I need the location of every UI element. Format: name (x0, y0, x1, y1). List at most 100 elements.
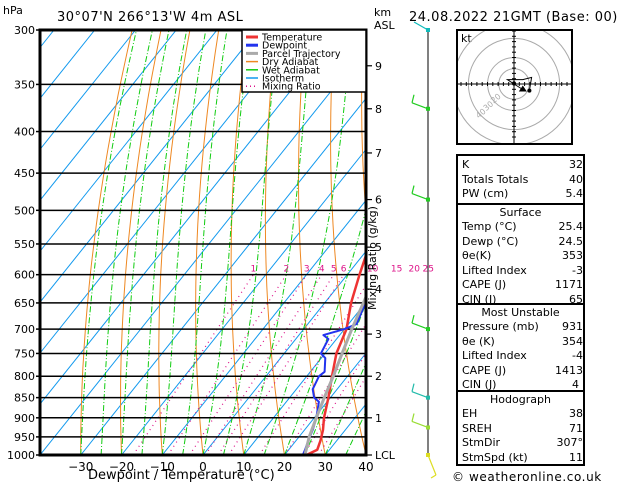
sounding-series (301, 30, 366, 455)
plot-frame (38, 28, 368, 457)
isotherm-line (40, 30, 218, 253)
pressure-tick-label: 450 (14, 167, 35, 180)
mixing-ratio-line (258, 284, 366, 455)
index-row: θe(K) 353 (458, 249, 583, 264)
hodograph-unit: kt (461, 32, 472, 45)
pressure-tick-label: 550 (14, 238, 35, 251)
mixing-ratio-label: 1 (250, 265, 256, 275)
wind-barb-flag (411, 185, 415, 194)
height-tick-label: 9 (375, 60, 382, 73)
index-label: Lifted Index (462, 263, 527, 277)
dry-adiabat-line (392, 30, 448, 455)
pressure-tick-label: 800 (14, 370, 35, 383)
legend-label: Temperature (261, 33, 322, 44)
index-row: StmSpd (kt) 11 (458, 451, 583, 466)
mixing-ratio-axis-label: Mixing Ratio (g/kg) (366, 206, 379, 310)
wet-adiabat-line (202, 30, 252, 455)
mixing-ratio-line (132, 274, 254, 455)
wind-barb-flag (411, 94, 415, 103)
pressure-tick-label: 850 (14, 392, 35, 405)
index-label: Pressure (mb) (462, 320, 539, 333)
index-value: 11 (569, 450, 583, 464)
pressure-tick-label: 650 (14, 297, 35, 310)
mixing-ratio-label: 10 (367, 265, 379, 275)
wet-adiabat-line (284, 207, 366, 455)
wet-adiabat-line (121, 30, 170, 455)
mixing-ratio-label: 2 (283, 265, 289, 275)
wind-barb-shaft (411, 322, 429, 330)
index-label: StmSpd (kt) (462, 450, 528, 464)
height-tick-label: 6 (375, 194, 382, 207)
wind-barb-shaft (411, 102, 429, 110)
index-label: EH (462, 407, 478, 420)
general-indices: K 32 Totals Totals 40 PW (cm) 5.4 (458, 158, 583, 202)
mixing-ratio-line (318, 375, 366, 455)
wind-barb-flag (411, 314, 415, 324)
temperature-axis: −30 −20 −10 0 10 20 30 40 (68, 460, 374, 474)
wind-profile (411, 21, 437, 479)
temperature-tick-label: 40 (358, 460, 373, 474)
index-label: CAPE (J) (462, 278, 507, 291)
index-label: CIN (J) (462, 378, 497, 391)
legend-label: Parcel Trajectory (262, 49, 341, 60)
isotherm-line (40, 30, 136, 151)
index-row: EH 38 (458, 407, 583, 422)
index-row: Pressure (mb) 931 (458, 320, 583, 335)
height-unit-label: km ASL (374, 6, 395, 32)
dewpoint-line (301, 30, 366, 455)
temperature-tick-label: 10 (236, 460, 251, 474)
index-value: -3 (572, 263, 583, 277)
dry-adiabat-line (264, 30, 285, 455)
mixing-ratio-label: 20 (409, 265, 421, 275)
wind-barb-shaft (411, 391, 429, 399)
index-label: Temp (°C) (462, 220, 517, 233)
wind-barb-flag (411, 383, 415, 392)
index-value: -4 (572, 349, 583, 362)
pressure-tick-label: 400 (14, 126, 35, 139)
index-label: SREH (462, 421, 492, 435)
wet-adiabat-line (182, 30, 228, 455)
pressure-tick-label: 900 (14, 412, 35, 425)
hodograph-indices: EH 38 SREH 71 StmDir 307° StmSpd (kt) 11 (458, 407, 583, 465)
index-value: 65 (569, 292, 583, 306)
wind-barb-flag (411, 413, 415, 422)
index-label: θe(K) (462, 249, 492, 262)
pressure-tick-label: 750 (14, 347, 35, 360)
temperature-tick-label: −10 (150, 460, 175, 474)
pressure-tick-label: 350 (14, 78, 35, 91)
most-unstable-box: Most Unstable Pressure (mb) 931 θe (K) 354 L… (456, 303, 585, 392)
copyright: © weatheronline.co.uk (452, 470, 602, 484)
pressure-tick-label: 300 (14, 24, 35, 37)
parcel-trajectory-line (303, 293, 366, 455)
wet-adiabat-line (141, 30, 188, 455)
index-value: 353 (562, 249, 583, 262)
temperature-tick-label: 0 (199, 460, 207, 474)
index-value: 1171 (555, 278, 583, 291)
index-value: 40 (569, 172, 583, 186)
index-row: Temp (°C) 25.4 (458, 220, 583, 235)
legend-label: Isotherm (262, 74, 304, 85)
surface-indices: Temp (°C) 25.4 Dewp (°C) 24.5 θe(K) 353 Lifted… (458, 220, 583, 307)
index-value: 71 (569, 421, 583, 435)
dry-adiabat-line (230, 30, 249, 455)
datetime-title: 24.08.2022 21GMT (Base: 00) (409, 10, 618, 25)
index-row: CIN (J) 65 (458, 293, 583, 308)
isotherm-line (40, 30, 340, 405)
mixing-ratio-line (189, 274, 308, 455)
index-row: CAPE (J) 1171 (458, 278, 583, 293)
index-value: 5.4 (565, 187, 584, 200)
index-label: CAPE (J) (462, 363, 507, 377)
height-unit-asl: ASL (374, 19, 395, 32)
wind-barb-shaft (413, 21, 429, 31)
isotherm-line (40, 46, 366, 455)
mixing-ratio-label: 5 (331, 265, 337, 275)
index-value: 38 (569, 407, 583, 420)
wet-adiabat-line (263, 30, 352, 455)
dry-adiabat-line (119, 30, 162, 455)
index-row: θe (K) 354 (458, 335, 583, 350)
mixing-ratio-labels: 12345610152025 (250, 265, 434, 275)
location-title: 30°07'N 266°13'W 4m ASL (57, 10, 244, 25)
most-unstable-title: Most Unstable (481, 306, 560, 319)
storm-motion-marker (518, 85, 527, 92)
